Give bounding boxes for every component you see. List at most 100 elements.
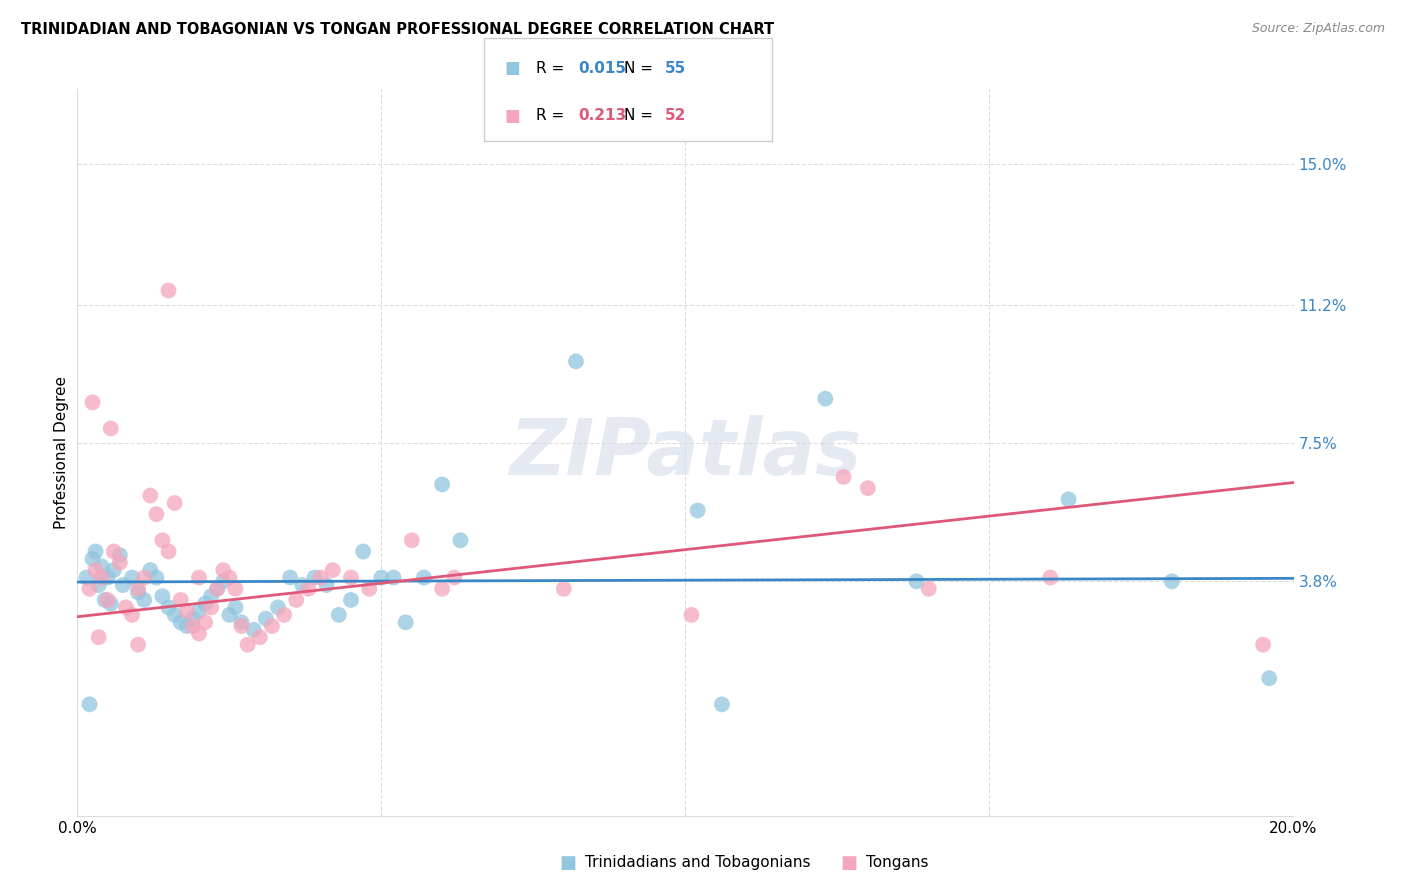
Point (1251, 638, 1274, 652)
Point (278, 571, 301, 585)
Point (181, 611, 204, 625)
Point (194, 615, 217, 630)
Point (170, 615, 193, 630)
Point (322, 563, 344, 577)
Text: TRINIDADIAN AND TOBAGONIAN VS TONGAN PROFESSIONAL DEGREE CORRELATION CHART: TRINIDADIAN AND TOBAGONIAN VS TONGAN PRO… (21, 22, 775, 37)
Point (157, 544, 180, 558)
Point (254, 611, 277, 625)
Point (395, 615, 418, 630)
Point (242, 623, 264, 637)
Point (352, 544, 374, 558)
Text: ■: ■ (505, 59, 520, 77)
Point (93, 593, 115, 607)
Point (97, 593, 120, 607)
Point (1161, 574, 1184, 589)
Point (553, 582, 575, 596)
Point (188, 571, 211, 585)
Point (401, 533, 423, 548)
Point (267, 600, 290, 615)
Point (359, 582, 381, 596)
Point (205, 582, 228, 596)
Point (710, 698, 733, 712)
Point (449, 533, 471, 548)
Point (127, 585, 149, 599)
Point (176, 619, 198, 633)
Point (218, 607, 240, 622)
Point (200, 589, 222, 603)
Point (157, 284, 180, 298)
Point (273, 607, 295, 622)
Point (315, 578, 337, 592)
Point (297, 582, 319, 596)
Point (205, 582, 228, 596)
Point (127, 638, 149, 652)
Point (145, 507, 167, 521)
Point (565, 354, 588, 368)
Point (163, 496, 186, 510)
Point (443, 571, 465, 585)
Point (139, 563, 162, 577)
Point (328, 607, 350, 622)
Text: ■: ■ (560, 854, 576, 871)
Text: ■: ■ (841, 854, 858, 871)
Point (97, 571, 120, 585)
Point (304, 571, 326, 585)
Point (145, 571, 167, 585)
Point (87, 578, 110, 592)
Point (194, 597, 217, 611)
Point (100, 597, 122, 611)
Point (231, 619, 253, 633)
Point (103, 544, 125, 558)
Point (82, 552, 104, 566)
Point (231, 615, 253, 630)
Point (82, 395, 104, 409)
Point (111, 578, 134, 592)
Point (176, 604, 198, 618)
Text: 0.213: 0.213 (578, 108, 626, 123)
Point (163, 607, 186, 622)
Point (1057, 492, 1080, 507)
Point (108, 548, 131, 562)
Text: Tongans: Tongans (866, 855, 928, 870)
Point (260, 619, 283, 633)
Point (157, 600, 180, 615)
Point (75, 571, 97, 585)
Point (285, 593, 308, 607)
Point (856, 481, 879, 495)
Point (121, 571, 143, 585)
Point (152, 533, 174, 548)
Point (84, 544, 107, 558)
Text: Source: ZipAtlas.com: Source: ZipAtlas.com (1251, 22, 1385, 36)
Point (681, 607, 703, 622)
Point (108, 556, 131, 570)
Point (100, 421, 122, 435)
Text: N =: N = (624, 61, 658, 76)
Text: R =: R = (536, 108, 569, 123)
Point (218, 571, 240, 585)
Point (382, 571, 405, 585)
Point (212, 574, 235, 589)
Point (1039, 571, 1062, 585)
Point (103, 563, 125, 577)
Point (249, 630, 271, 644)
Point (90, 559, 112, 574)
Point (370, 571, 392, 585)
Point (236, 638, 259, 652)
Point (340, 593, 363, 607)
Text: 52: 52 (665, 108, 686, 123)
Point (430, 582, 453, 596)
Point (79, 698, 101, 712)
Point (918, 582, 941, 596)
Point (152, 589, 174, 603)
Text: R =: R = (536, 61, 569, 76)
Point (212, 563, 235, 577)
Point (90, 571, 112, 585)
Point (814, 392, 837, 406)
Point (340, 571, 363, 585)
Point (188, 626, 211, 640)
Point (188, 604, 211, 618)
Point (224, 600, 246, 615)
Point (413, 571, 436, 585)
Text: 0.015: 0.015 (578, 61, 626, 76)
Y-axis label: Professional Degree: Professional Degree (53, 376, 69, 529)
